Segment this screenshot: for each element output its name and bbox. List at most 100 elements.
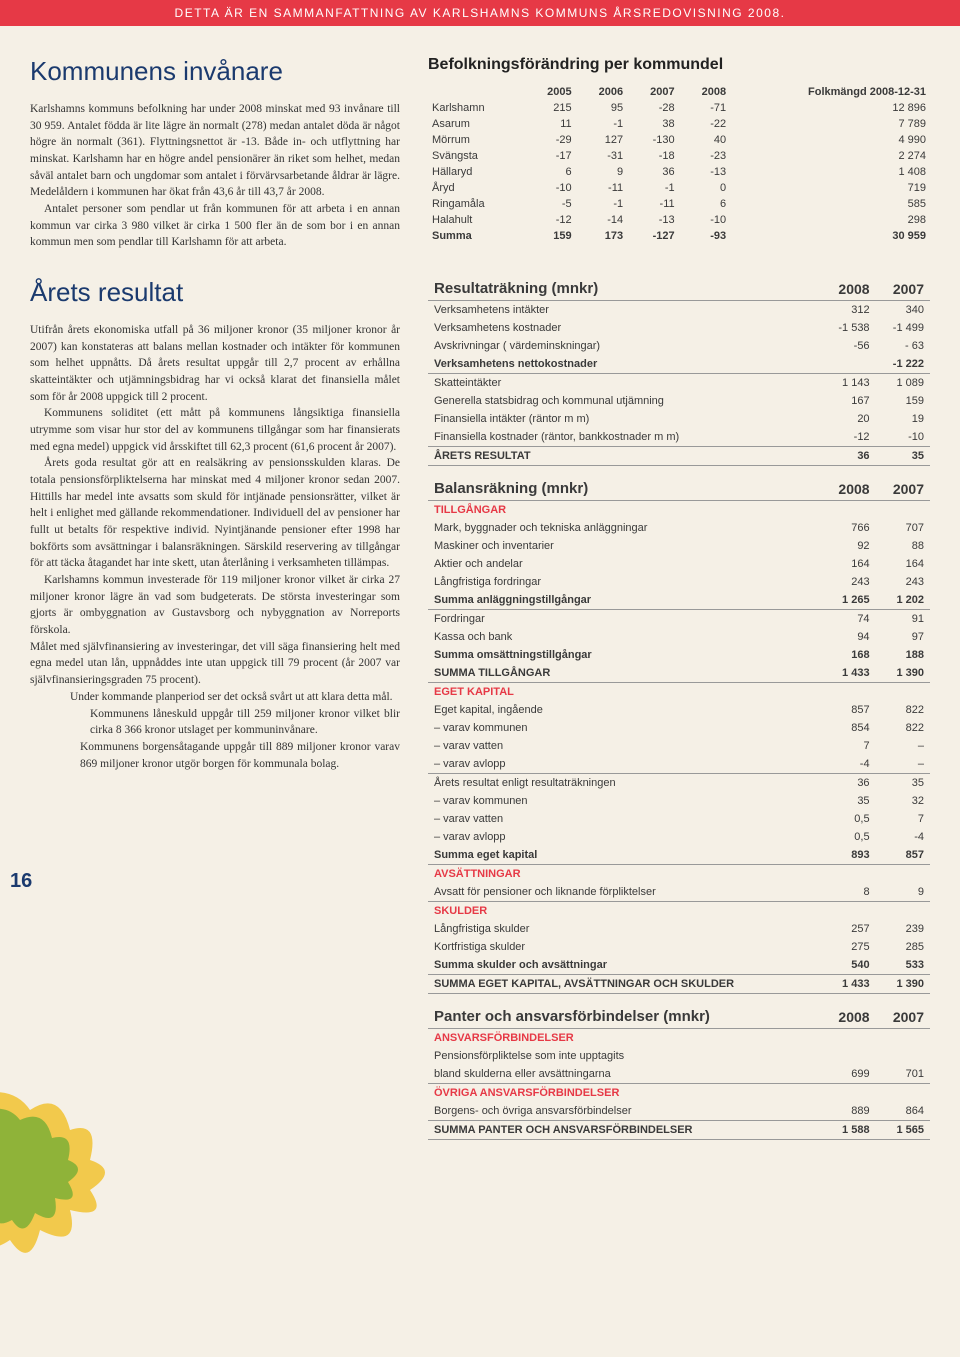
b1: Mark, byggnader och tekniska anläggninga… xyxy=(428,519,930,537)
arets-p8: Kommunens borgensåtagande uppgår till 88… xyxy=(30,739,400,772)
s3: Summa skulder och avsättningar540533 xyxy=(428,956,930,975)
table-row: Hällaryd6936-131 408 xyxy=(428,164,930,180)
c: Verksamhetens kostnader xyxy=(428,319,821,337)
c: 340 xyxy=(876,301,930,320)
c: Avskrivningar ( värdeminskningar) xyxy=(428,337,821,355)
c: – varav vatten xyxy=(428,810,821,828)
cell: Ringamåla xyxy=(428,196,524,212)
c: TILLGÅNGAR xyxy=(428,501,821,520)
c: Långfristiga skulder xyxy=(428,920,821,938)
c: -12 xyxy=(821,428,875,447)
cell: -127 xyxy=(627,228,679,244)
c: Summa omsättningstillgångar xyxy=(428,646,821,664)
cell: -1 xyxy=(627,180,679,196)
e4: – varav avlopp-4– xyxy=(428,755,930,774)
c: 0,5 xyxy=(821,810,875,828)
c: 1 588 xyxy=(821,1121,875,1140)
c: Kassa och bank xyxy=(428,628,821,646)
c: -1 538 xyxy=(821,319,875,337)
e9: Summa eget kapital893857 xyxy=(428,846,930,865)
cell: 173 xyxy=(576,228,628,244)
c: ÅRETS RESULTAT xyxy=(428,447,821,466)
cell: 36 xyxy=(627,164,679,180)
c: – xyxy=(876,755,930,774)
arets-p1: Utifrån årets ekonomiska utfall på 36 mi… xyxy=(30,322,400,405)
cell: -29 xyxy=(524,132,576,148)
c: Mark, byggnader och tekniska anläggninga… xyxy=(428,519,821,537)
c: 35 xyxy=(876,774,930,793)
heading-arets-resultat: Årets resultat xyxy=(30,277,400,308)
cell: 11 xyxy=(524,116,576,132)
cell: -13 xyxy=(679,164,731,180)
b7: Kassa och bank9497 xyxy=(428,628,930,646)
c: 533 xyxy=(876,956,930,975)
cell: 95 xyxy=(576,100,628,116)
b6: Fordringar7491 xyxy=(428,610,930,629)
c: 97 xyxy=(876,628,930,646)
year-2007: 2007 xyxy=(876,266,930,301)
table-row: Asarum11-138-227 789 xyxy=(428,116,930,132)
c: 243 xyxy=(821,573,875,591)
r7: Finansiella intäkter (räntor m m)2019 xyxy=(428,410,930,428)
c: 1 390 xyxy=(876,664,930,683)
content-columns: Kommunens invånare Karlshamns kommuns be… xyxy=(0,26,960,1180)
cell: -10 xyxy=(679,212,731,228)
c: 7 xyxy=(821,737,875,755)
year-2008-b: 2008 xyxy=(821,466,875,501)
c: SUMMA PANTER OCH ANSVARSFÖRBINDELSER xyxy=(428,1121,821,1140)
s2: Kortfristiga skulder275285 xyxy=(428,938,930,956)
c: – varav avlopp xyxy=(428,828,821,846)
c: ÖVRIGA ANSVARSFÖRBINDELSER xyxy=(428,1084,821,1103)
c: Maskiner och inventarier xyxy=(428,537,821,555)
panter-head: Panter och ansvarsförbindelser (mnkr) 20… xyxy=(428,994,930,1029)
c: – varav kommunen xyxy=(428,719,821,737)
header-bar: DETTA ÄR EN SAMMANFATTNING AV KARLSHAMNS… xyxy=(0,0,960,26)
c: 188 xyxy=(876,646,930,664)
panter-title: Panter och ansvarsförbindelser (mnkr) xyxy=(428,994,821,1029)
cell: -23 xyxy=(679,148,731,164)
arets-p2: Kommunens soliditet (ett mått på kommune… xyxy=(30,405,400,455)
p1b: bland skulderna eller avsättningarna6997… xyxy=(428,1065,930,1084)
c: Avsatt för pensioner och liknande förpli… xyxy=(428,883,821,902)
sum-row: Summa159173-127-9330 959 xyxy=(428,228,930,244)
table-row: Ringamåla-5-1-116585 xyxy=(428,196,930,212)
c: 32 xyxy=(876,792,930,810)
c: SKULDER xyxy=(428,902,821,921)
c: AVSÄTTNINGAR xyxy=(428,865,821,884)
b9: SUMMA TILLGÅNGAR1 4331 390 xyxy=(428,664,930,683)
c: – xyxy=(876,737,930,755)
c: 540 xyxy=(821,956,875,975)
cell: 719 xyxy=(730,180,930,196)
c: Pensionsförpliktelse som inte upptagits xyxy=(428,1047,821,1065)
population-title: Befolkningsförändring per kommundel xyxy=(428,56,930,74)
pop-col-5: Folkmängd 2008-12-31 xyxy=(730,84,930,100)
cell: -22 xyxy=(679,116,731,132)
left-column: Kommunens invånare Karlshamns kommuns be… xyxy=(30,56,400,1140)
c: – varav vatten xyxy=(428,737,821,755)
cell: 215 xyxy=(524,100,576,116)
c: Fordringar xyxy=(428,610,821,629)
c: 35 xyxy=(821,792,875,810)
c: 243 xyxy=(876,573,930,591)
c: 0,5 xyxy=(821,828,875,846)
cell: -28 xyxy=(627,100,679,116)
cell: Asarum xyxy=(428,116,524,132)
c: 701 xyxy=(876,1065,930,1084)
c: ANSVARSFÖRBINDELSER xyxy=(428,1029,821,1048)
c: 312 xyxy=(821,301,875,320)
cell: Mörrum xyxy=(428,132,524,148)
r3: Avskrivningar ( värdeminskningar)-56- 63 xyxy=(428,337,930,355)
e2: – varav kommunen854822 xyxy=(428,719,930,737)
r2: Verksamhetens kostnader-1 538-1 499 xyxy=(428,319,930,337)
page-number: 16 xyxy=(10,870,32,893)
table-row: Karlshamn21595-28-7112 896 xyxy=(428,100,930,116)
b8: Summa omsättningstillgångar168188 xyxy=(428,646,930,664)
cat-ovr: ÖVRIGA ANSVARSFÖRBINDELSER xyxy=(428,1084,930,1103)
c: bland skulderna eller avsättningarna xyxy=(428,1065,821,1084)
invanare-p2: Antalet personer som pendlar ut från kom… xyxy=(30,201,400,251)
cell: 40 xyxy=(679,132,731,148)
cell: 12 896 xyxy=(730,100,930,116)
c: Generella statsbidrag och kommunal utjäm… xyxy=(428,392,821,410)
p3: SUMMA PANTER OCH ANSVARSFÖRBINDELSER1 58… xyxy=(428,1121,930,1140)
c: 857 xyxy=(876,846,930,865)
